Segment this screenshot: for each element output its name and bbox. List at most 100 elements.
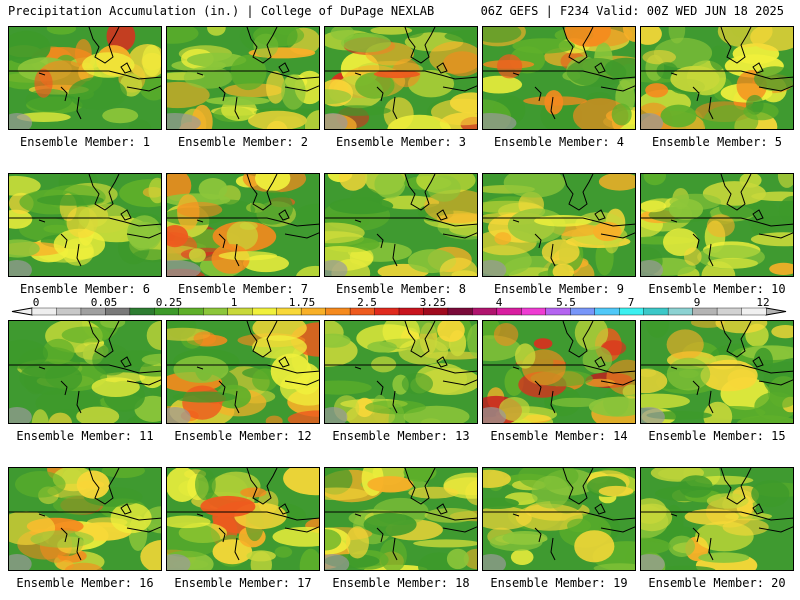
colorbar-swatch [129, 307, 155, 316]
coastline [512, 468, 635, 561]
ensemble-member-label: Ensemble Member: 12 [174, 429, 312, 443]
border-line [483, 364, 635, 374]
colorbar-swatch [447, 307, 473, 316]
ensemble-member-label: Ensemble Member: 15 [648, 429, 786, 443]
coastline [512, 174, 635, 267]
precip-field [641, 174, 793, 276]
precip-field [167, 468, 319, 570]
colorbar-swatch [374, 307, 400, 316]
coastline [354, 321, 477, 414]
border-line [167, 511, 319, 521]
precip-field [483, 468, 635, 570]
colorbar-swatch [154, 307, 180, 316]
ensemble-member-label: Ensemble Member: 17 [174, 576, 312, 590]
coastline [196, 468, 319, 561]
ensemble-member-map [166, 26, 320, 130]
ensemble-member-map [482, 26, 636, 130]
ensemble-member-label: Ensemble Member: 2 [177, 135, 309, 149]
precip-field [9, 27, 161, 129]
precip-field [167, 27, 319, 129]
colorbar-tick-label: 3.25 [420, 296, 447, 309]
coastline [38, 27, 161, 120]
coastline [196, 321, 319, 414]
colorbar-swatch [251, 307, 278, 316]
run-valid-time: 06Z GEFS | F234 Valid: 00Z WED JUN 18 20… [480, 4, 784, 18]
coastline [670, 468, 793, 561]
ensemble-member-label: Ensemble Member: 5 [651, 135, 783, 149]
border-line [9, 364, 161, 374]
precip-field [483, 321, 635, 423]
ensemble-member-map [640, 320, 794, 424]
colorbar-swatch [325, 307, 351, 316]
coastline [38, 468, 161, 561]
coastline [196, 174, 319, 267]
ensemble-member-label: Ensemble Member: 1 [19, 135, 151, 149]
border-line [641, 364, 793, 374]
colorbar-tick-label: 7 [628, 296, 635, 309]
ensemble-member-map [640, 467, 794, 571]
precip-field [325, 468, 477, 570]
border-line [641, 511, 793, 521]
ensemble-member-map [482, 320, 636, 424]
coastline [354, 468, 477, 561]
ensemble-member-label: Ensemble Member: 13 [332, 429, 470, 443]
ensemble-member-map [324, 26, 478, 130]
ensemble-member-label: Ensemble Member: 10 [648, 282, 786, 296]
border-line [325, 364, 477, 374]
border-line [641, 70, 793, 80]
ensemble-member-label: Ensemble Member: 3 [335, 135, 467, 149]
colorbar-swatch [203, 307, 229, 316]
coastline [512, 27, 635, 120]
colorbar-tick-label: 0.25 [156, 296, 183, 309]
ensemble-member-label: Ensemble Member: 11 [16, 429, 154, 443]
border-line [483, 511, 635, 521]
colorbar-swatch [570, 307, 596, 316]
coastline [670, 27, 793, 120]
colorbar-swatch [667, 307, 694, 316]
ensemble-member-label: Ensemble Member: 8 [335, 282, 467, 296]
ensemble-member-map [8, 467, 162, 571]
border-line [9, 217, 161, 227]
ensemble-member-label: Ensemble Member: 4 [493, 135, 625, 149]
precip-field [325, 321, 477, 423]
coastline [670, 174, 793, 267]
ensemble-member-map [324, 467, 478, 571]
colorbar-tick-label: 1.75 [289, 296, 316, 309]
ensemble-member-label: Ensemble Member: 19 [490, 576, 628, 590]
colorbar-swatch [716, 307, 742, 316]
colorbar-swatch [178, 307, 204, 316]
precip-field [641, 321, 793, 423]
border-line [167, 70, 319, 80]
precip-field [9, 174, 161, 276]
colorbar-tick-label: 2.5 [357, 296, 377, 309]
colorbar-swatch [300, 307, 327, 316]
colorbar-tick-label: 5.5 [556, 296, 576, 309]
precip-field [9, 321, 161, 423]
ensemble-member-label: Ensemble Member: 16 [16, 576, 154, 590]
colorbar-tick-label: 9 [694, 296, 701, 309]
border-line [325, 511, 477, 521]
colorbar-tick-label: 12 [756, 296, 769, 309]
ensemble-member-label: Ensemble Member: 20 [648, 576, 786, 590]
coastline [38, 174, 161, 267]
ensemble-member-label: Ensemble Member: 7 [177, 282, 309, 296]
border-line [483, 217, 635, 227]
colorbar-tick-label: 1 [231, 296, 238, 309]
coastline [354, 174, 477, 267]
colorbar-swatch [31, 307, 57, 316]
precip-field [167, 321, 319, 423]
colorbar-swatch [619, 307, 645, 316]
ensemble-member-map [8, 320, 162, 424]
ensemble-member-map [482, 467, 636, 571]
precip-field [325, 174, 477, 276]
coastline [38, 321, 161, 414]
border-line [483, 70, 635, 80]
ensemble-member-map [324, 173, 478, 277]
colorbar-swatch [545, 307, 571, 316]
colorbar-swatch [521, 307, 547, 316]
colorbar-swatch [643, 307, 669, 316]
border-line [325, 217, 477, 227]
colorbar-swatch [692, 307, 718, 316]
ensemble-member-map [8, 26, 162, 130]
colorbar-swatch [398, 307, 424, 316]
